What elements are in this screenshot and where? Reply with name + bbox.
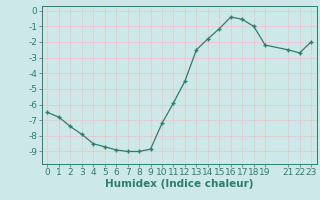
X-axis label: Humidex (Indice chaleur): Humidex (Indice chaleur): [105, 179, 253, 189]
